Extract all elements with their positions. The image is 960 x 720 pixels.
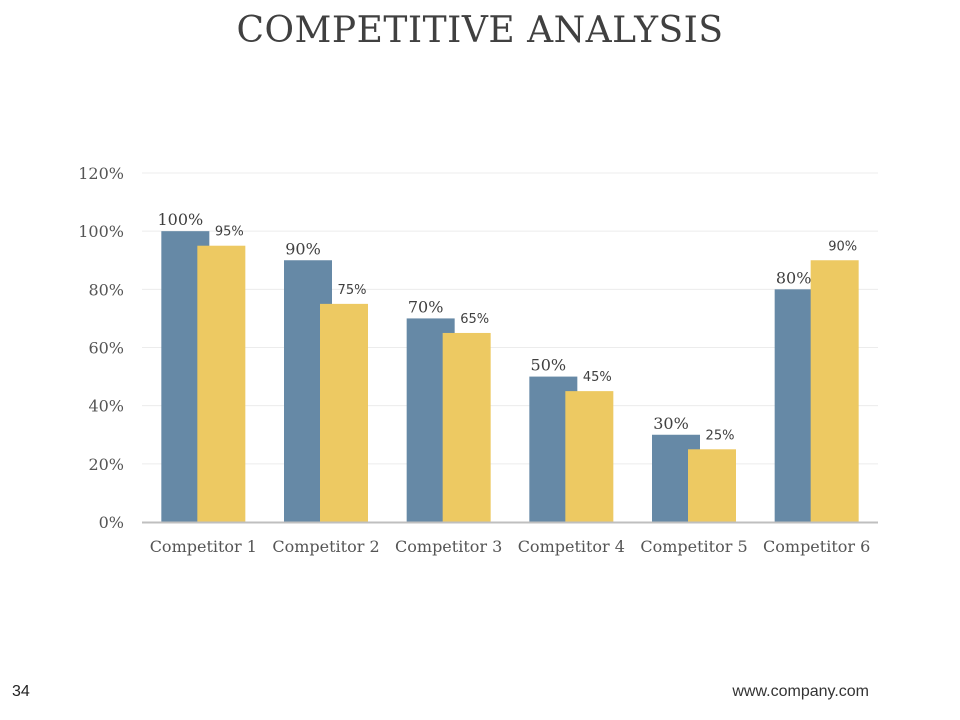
data-label-series-2-4: 45% bbox=[583, 370, 612, 385]
data-label-series-1-1: 100% bbox=[157, 210, 203, 229]
bar-series-2-1 bbox=[197, 245, 246, 523]
y-tick-label: 120% bbox=[78, 164, 124, 183]
category-label: Competitor 3 bbox=[395, 537, 502, 556]
y-tick-label: 0% bbox=[99, 513, 124, 532]
y-tick-label: 40% bbox=[88, 397, 124, 416]
footer-url: www.company.com bbox=[732, 683, 869, 700]
data-label-series-1-2: 90% bbox=[285, 239, 321, 258]
y-tick-label: 60% bbox=[88, 339, 124, 358]
category-label: Competitor 5 bbox=[640, 537, 747, 556]
category-label: Competitor 1 bbox=[150, 537, 257, 556]
y-tick-label: 20% bbox=[88, 455, 124, 474]
bar-series-2-6 bbox=[810, 260, 859, 522]
data-label-series-1-3: 70% bbox=[408, 297, 444, 316]
category-label: Competitor 6 bbox=[763, 537, 870, 556]
bar-series-2-3 bbox=[442, 332, 491, 522]
y-axis-tick-labels: 0% 20% 40% 60% 80% 100% 120% bbox=[78, 164, 124, 532]
bar-series-2-5 bbox=[688, 449, 736, 522]
y-tick-label: 80% bbox=[88, 280, 124, 299]
x-axis-category-labels: Competitor 1 Competitor 2 Competitor 3 Comp… bbox=[150, 537, 871, 556]
data-labels: 100% 95% 90% 75% 70% 65% 50% 45% 30% 25% 80% 90% bbox=[157, 210, 857, 443]
data-label-series-2-3: 65% bbox=[460, 312, 489, 327]
data-label-series-2-6: 90% bbox=[828, 239, 857, 254]
page-number: 34 bbox=[12, 683, 30, 700]
gridlines bbox=[142, 172, 878, 465]
slide-title: COMPETITIVE ANALYSIS bbox=[236, 10, 724, 51]
data-label-series-2-2: 75% bbox=[338, 283, 367, 298]
bars bbox=[161, 231, 859, 523]
data-label-series-1-4: 50% bbox=[531, 356, 567, 375]
data-label-series-1-5: 30% bbox=[653, 414, 689, 433]
data-label-series-2-5: 25% bbox=[706, 428, 735, 443]
data-label-series-2-1: 95% bbox=[215, 225, 244, 240]
category-label: Competitor 2 bbox=[272, 537, 379, 556]
y-tick-label: 100% bbox=[78, 222, 124, 241]
data-label-series-1-6: 80% bbox=[776, 268, 812, 287]
category-label: Competitor 4 bbox=[518, 537, 625, 556]
bar-series-2-4 bbox=[565, 391, 614, 522]
bar-series-2-2 bbox=[320, 303, 368, 522]
